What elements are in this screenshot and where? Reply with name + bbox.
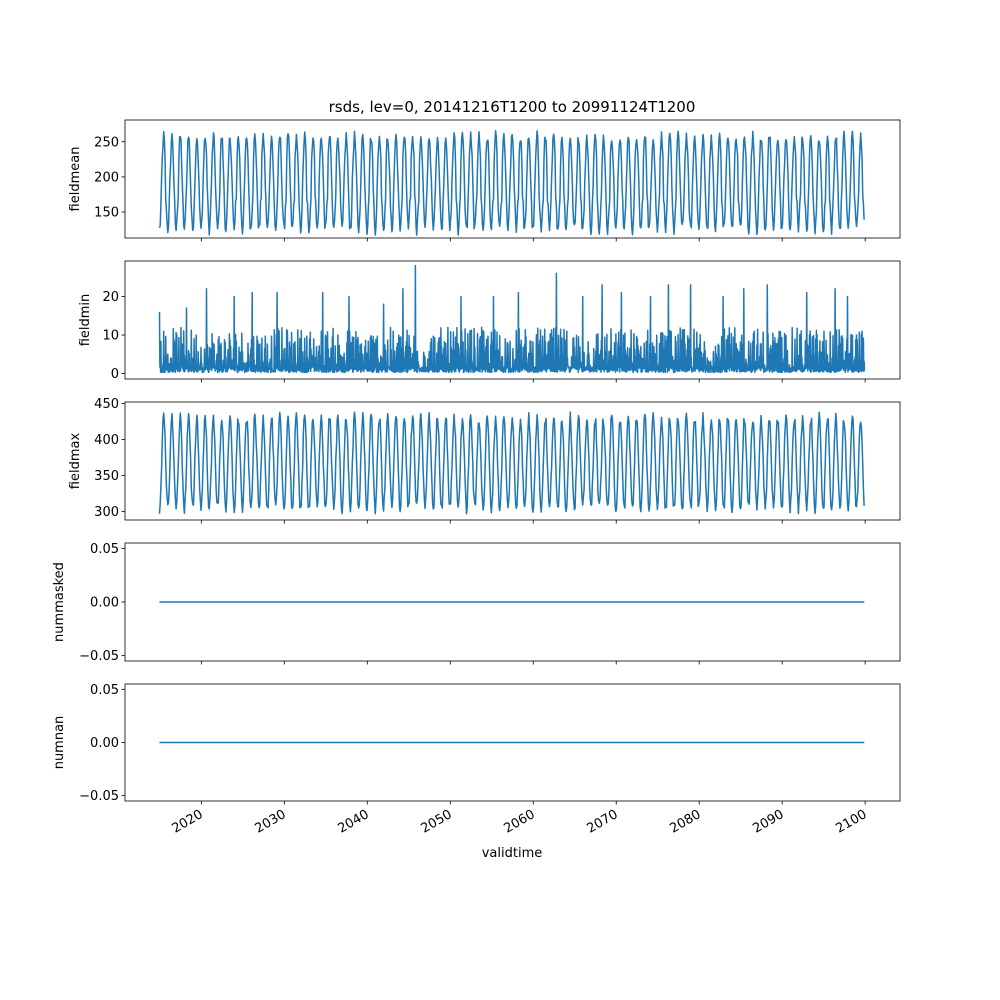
y-tick-label: −0.05 xyxy=(79,649,119,664)
y-tick-label: 150 xyxy=(94,206,119,221)
y-tick-label: 0 xyxy=(111,367,119,382)
x-axis-label: validtime xyxy=(482,846,543,861)
y-tick-label: 200 xyxy=(94,170,119,185)
series-group xyxy=(158,264,866,374)
y-axis-label: numnan xyxy=(52,716,67,770)
y-tick-label: 350 xyxy=(94,469,119,484)
y-tick-label: 20 xyxy=(102,290,119,305)
y-tick-label: 400 xyxy=(94,433,119,448)
y-axis-label: fieldmin xyxy=(78,294,93,347)
axes-frame xyxy=(124,401,901,521)
series-line-fieldmax xyxy=(158,411,865,515)
y-tick-label: 250 xyxy=(94,135,119,150)
figure-title: rsds, lev=0, 20141216T1200 to 20991124T1… xyxy=(329,98,696,116)
panel-fieldmin: 0 10 20 fieldmin xyxy=(78,260,901,383)
panel-fieldmean: 150 200 250 fieldmean xyxy=(68,119,901,242)
y-tick-label: 300 xyxy=(94,505,119,520)
y-tick-label: 0.05 xyxy=(90,542,119,557)
axes-frame xyxy=(124,260,901,380)
series-group xyxy=(158,411,865,515)
series-line-fieldmean xyxy=(158,129,865,236)
y-tick-label: 10 xyxy=(102,329,119,344)
y-axis-label: fieldmean xyxy=(68,147,83,212)
panel-fieldmax: 300 350 400 450 fieldmax xyxy=(68,397,901,524)
y-axis-label: nummasked xyxy=(52,562,67,642)
y-tick-label: 0.05 xyxy=(90,683,119,698)
series-group xyxy=(158,129,865,236)
series-line-fieldmin xyxy=(158,264,866,374)
y-axis-label: fieldmax xyxy=(68,433,83,490)
y-tick-label: −0.05 xyxy=(79,789,119,804)
y-tick-label: 450 xyxy=(94,397,119,412)
axes-frame xyxy=(124,119,901,239)
y-tick-label: 0.00 xyxy=(90,736,119,751)
y-tick-label: 0.00 xyxy=(90,596,119,611)
panel-nummasked: −0.05 0.00 0.05 nummasked xyxy=(52,542,901,665)
